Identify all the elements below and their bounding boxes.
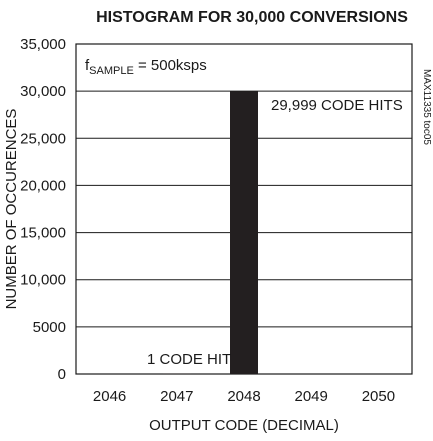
x-tick-label: 2047	[160, 388, 193, 405]
y-tick-label: 25,000	[20, 130, 66, 147]
big-bin-annotation: 29,999 CODE HITS	[271, 97, 403, 114]
x-tick-label: 2048	[227, 388, 260, 405]
y-axis-label: NUMBER OF OCCURENCES	[3, 109, 20, 310]
x-tick-label: 2050	[362, 388, 395, 405]
bars	[162, 91, 258, 374]
x-tick-label: 2046	[93, 388, 126, 405]
chart-title: HISTOGRAM FOR 30,000 CONVERSIONS	[96, 9, 408, 26]
y-tick-label: 35,000	[20, 36, 66, 53]
y-tick-label: 15,000	[20, 225, 66, 242]
y-tick-label: 0	[58, 366, 66, 383]
gridlines	[76, 90, 412, 328]
sample-rate-annotation: fSAMPLE = 500ksps	[85, 57, 207, 77]
sample-rate-subscript: SAMPLE	[89, 65, 134, 77]
y-tick-label: 10,000	[20, 272, 66, 289]
bar-2048	[230, 91, 258, 374]
y-tick-label: 5000	[33, 319, 66, 336]
y-tick-labels: 0 5000 10,000 15,000 20,000 25,000 30,000 35,00…	[20, 36, 66, 383]
sample-rate-value: = 500ksps	[134, 57, 207, 74]
x-tick-label: 2049	[295, 388, 328, 405]
figure-id-label: MAX11335 toc05	[421, 69, 432, 145]
x-tick-labels: 2046 2047 2048 2049 2050	[93, 388, 395, 405]
sample-rate-symbol: f	[85, 57, 90, 74]
x-axis-label: OUTPUT CODE (DECIMAL)	[149, 417, 339, 434]
bar-2047	[162, 373, 191, 374]
small-bin-annotation: 1 CODE HIT	[147, 351, 231, 368]
y-tick-label: 20,000	[20, 177, 66, 194]
y-tick-label: 30,000	[20, 83, 66, 100]
